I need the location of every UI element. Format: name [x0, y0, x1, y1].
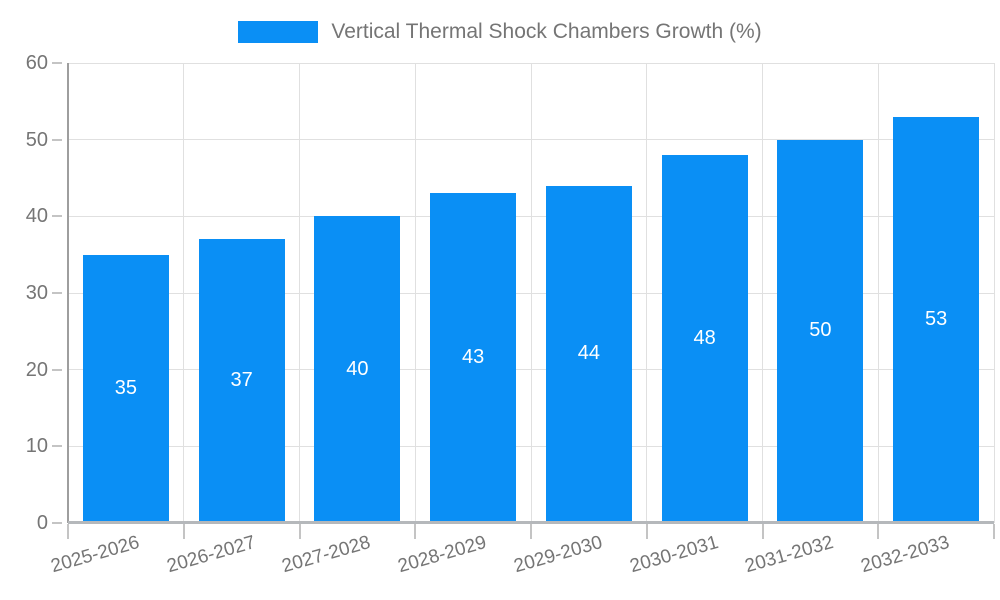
- x-tick-mark: [877, 524, 880, 539]
- x-axis-line: [68, 521, 994, 524]
- y-tick-label: 20: [25, 358, 48, 381]
- y-tick-label: 40: [25, 205, 48, 228]
- bar-value-label: 44: [577, 342, 600, 365]
- v-gridline: [762, 63, 763, 523]
- y-tick-label: 50: [25, 128, 48, 151]
- bar[interactable]: 53: [893, 116, 980, 523]
- x-tick-mark: [67, 524, 69, 539]
- x-tick-mark: [298, 524, 301, 539]
- y-tick-label: 60: [25, 52, 48, 74]
- y-tick-label: 10: [25, 435, 48, 458]
- bar[interactable]: 37: [198, 239, 285, 523]
- x-tick-mark: [761, 524, 764, 539]
- x-tick-mark: [645, 524, 648, 539]
- y-tick-mark: [52, 522, 62, 524]
- y-tick-label: 0: [36, 512, 48, 534]
- x-tick-mark: [993, 524, 995, 539]
- bar[interactable]: 35: [82, 254, 169, 523]
- x-tick-mark: [530, 524, 532, 539]
- legend-swatch: [238, 21, 319, 43]
- bar-value-label: 53: [925, 307, 948, 330]
- bar-value-label: 37: [230, 369, 253, 392]
- bar[interactable]: 48: [661, 155, 748, 523]
- v-gridline: [530, 63, 532, 523]
- y-tick-mark: [52, 368, 62, 371]
- chart-legend[interactable]: Vertical Thermal Shock Chambers Growth (…: [0, 20, 1000, 44]
- y-axis-line: [67, 63, 69, 523]
- v-gridline: [183, 63, 185, 523]
- v-gridline: [414, 63, 416, 523]
- v-gridline: [299, 63, 300, 523]
- bar-value-label: 50: [809, 319, 832, 342]
- legend-label: Vertical Thermal Shock Chambers Growth (…: [331, 20, 762, 43]
- y-tick-mark: [52, 445, 62, 448]
- v-gridline: [993, 63, 995, 523]
- bar[interactable]: 44: [545, 185, 632, 523]
- y-tick-mark: [52, 62, 62, 64]
- bar-value-label: 48: [693, 327, 716, 349]
- y-tick-mark: [52, 292, 62, 294]
- bar[interactable]: 43: [430, 193, 517, 523]
- bar[interactable]: 50: [777, 139, 864, 523]
- bar-value-label: 40: [346, 357, 369, 380]
- y-tick-label: 30: [25, 282, 48, 304]
- bar-value-label: 43: [462, 346, 485, 369]
- bar-value-label: 35: [114, 376, 137, 399]
- v-gridline: [877, 63, 879, 523]
- x-tick-mark: [414, 524, 417, 539]
- y-tick-mark: [52, 138, 62, 141]
- y-tick-mark: [52, 215, 62, 218]
- bar[interactable]: 40: [314, 216, 401, 523]
- v-gridline: [646, 63, 648, 523]
- plot-area: 35 37 40 43 44 48 50 53: [68, 62, 995, 523]
- x-tick-mark: [182, 524, 185, 539]
